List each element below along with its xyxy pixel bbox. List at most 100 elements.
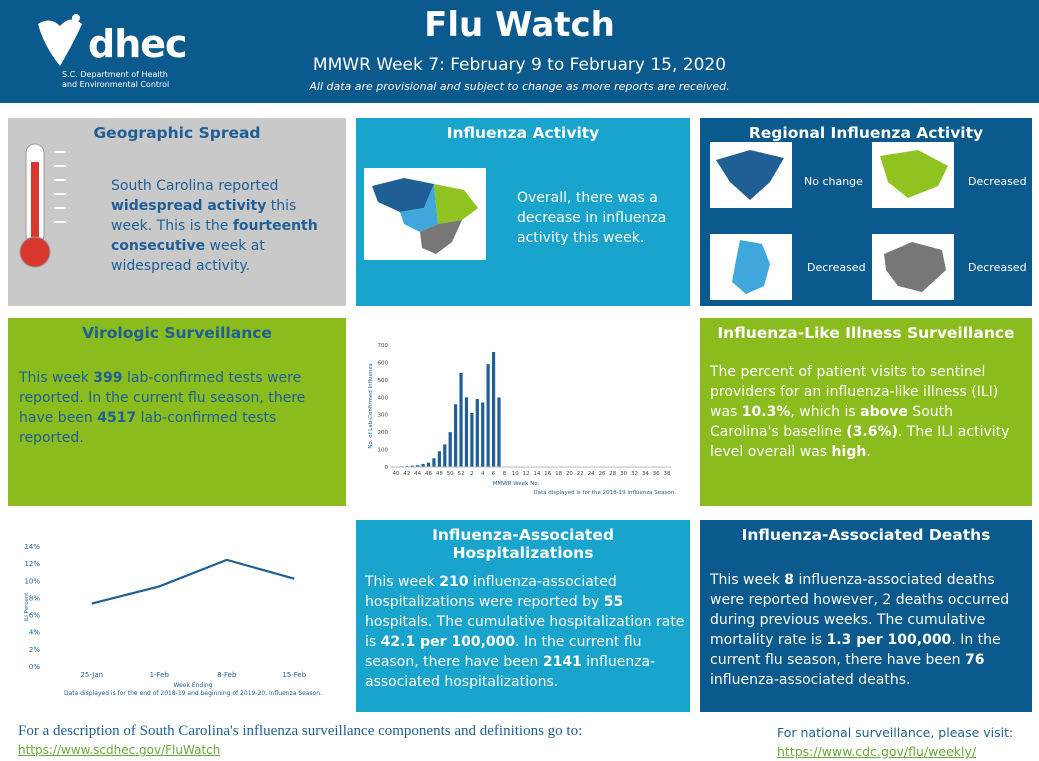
x-tick-label: 4 bbox=[481, 471, 485, 477]
bold-text: widespread activity bbox=[111, 198, 267, 214]
region-label: Decreased bbox=[968, 175, 1027, 188]
x-tick-label: 36 bbox=[653, 471, 660, 477]
subtitle: MMWR Week 7: February 9 to February 15, … bbox=[312, 55, 727, 75]
y-tick-label: 200 bbox=[378, 430, 389, 436]
link[interactable]: https://www.cdc.gov/flu/weekly/ bbox=[777, 744, 977, 759]
text: influenza-associated hospitalizations we… bbox=[365, 574, 617, 610]
activity-panel: Influenza Activity Overall, there was a … bbox=[356, 118, 690, 306]
x-tick-label: 30 bbox=[620, 471, 627, 477]
text: this week. This is the bbox=[111, 198, 297, 234]
text: , which is bbox=[790, 404, 861, 420]
y-tick-label: 8% bbox=[29, 594, 40, 602]
logo-icon bbox=[38, 14, 82, 66]
text: Overall, there was a decrease in influen… bbox=[517, 190, 667, 246]
bold-text: 399 bbox=[93, 370, 123, 386]
bar bbox=[432, 458, 436, 467]
x-tick-label: 10 bbox=[512, 471, 519, 477]
x-tick-label: 24 bbox=[588, 471, 595, 477]
bold-text: 210 bbox=[439, 574, 469, 590]
y-tick-label: 12% bbox=[24, 560, 40, 568]
panel-text: This week 8 influenza-associated deaths … bbox=[710, 570, 1028, 690]
panel-title: Virologic Surveillance bbox=[82, 324, 272, 342]
text: . In the current flu season, there have … bbox=[365, 634, 642, 670]
bar bbox=[443, 444, 447, 467]
bold-text: high bbox=[831, 444, 867, 460]
deaths-panel: Influenza-Associated Deaths This week 8 … bbox=[700, 520, 1032, 712]
text: . bbox=[866, 444, 871, 460]
bold-text: 42.1 per 100,000 bbox=[380, 634, 516, 650]
panel-title: Influenza-Associated Hospitalizations bbox=[432, 526, 614, 562]
text: This week bbox=[365, 574, 440, 590]
chart-note: Data displayed is for the end of 2018-19… bbox=[64, 690, 322, 697]
link[interactable]: https://www.scdhec.gov/FluWatch bbox=[18, 743, 221, 757]
x-tick-label: 34 bbox=[642, 471, 649, 477]
region-label: Decreased bbox=[807, 261, 866, 274]
text: lab-confirmed tests reported. bbox=[19, 410, 277, 446]
footer-left: For a description of South Carolina's in… bbox=[18, 722, 608, 760]
x-tick-label: 50 bbox=[447, 471, 454, 477]
x-tick-label: 26 bbox=[598, 471, 605, 477]
region-map bbox=[872, 234, 954, 300]
bar bbox=[486, 364, 490, 467]
bold-text: 2141 bbox=[542, 654, 582, 670]
x-tick-label: 12 bbox=[523, 471, 530, 477]
x-tick-label: 8 bbox=[503, 471, 507, 477]
logo-text: dhec bbox=[88, 22, 188, 66]
y-axis-title: ILI Percent bbox=[24, 592, 30, 622]
x-tick-label: 2 bbox=[470, 471, 474, 477]
text: lab-confirmed tests were reported. In th… bbox=[19, 370, 306, 426]
footer-text: For a description of South Carolina's in… bbox=[18, 723, 583, 739]
region-map bbox=[710, 142, 792, 208]
x-axis-title: Week Ending bbox=[173, 682, 212, 689]
bar bbox=[459, 372, 463, 467]
y-tick-label: 700 bbox=[378, 343, 389, 349]
bold-text: 8 bbox=[784, 572, 795, 588]
y-tick-label: 0% bbox=[29, 663, 40, 671]
line-chart: 0% 2% 4% 6% 8% 10% 12% 14% ILI Percent 25-Jan 1-Fe… bbox=[24, 543, 322, 697]
y-axis-title: No. of Lab-Confirmed Influenza bbox=[368, 363, 374, 448]
virologic-panel: Virologic Surveillance This week 399 lab… bbox=[8, 318, 346, 506]
bar bbox=[497, 397, 501, 467]
x-tick-label: 32 bbox=[631, 471, 638, 477]
bar bbox=[426, 462, 431, 467]
x-tick-label: 42 bbox=[403, 471, 410, 477]
y-tick-label: 6% bbox=[29, 612, 40, 620]
x-tick-label: 25-Jan bbox=[80, 671, 103, 679]
panel-text: Overall, there was a decrease in influen… bbox=[517, 188, 677, 248]
text: South Carolina reported bbox=[111, 178, 279, 194]
bar bbox=[454, 404, 458, 467]
y-tick-label: 300 bbox=[378, 413, 389, 419]
bold-text: 1.3 per 100,000 bbox=[826, 632, 952, 648]
bar bbox=[475, 399, 479, 467]
note: All data are provisional and subject to … bbox=[309, 80, 730, 93]
bar bbox=[416, 465, 420, 467]
text: week at widespread activity. bbox=[111, 238, 265, 274]
text: . The ILI activity level overall was bbox=[710, 424, 1010, 460]
footer-right: For national surveillance, please visit:… bbox=[777, 723, 1027, 761]
bar bbox=[481, 402, 485, 467]
agency: S.C. Department of Health and Environmen… bbox=[62, 70, 170, 89]
x-tick-label: 46 bbox=[425, 471, 432, 477]
text: South Carolina's baseline bbox=[710, 404, 953, 440]
x-tick-label: 18 bbox=[555, 471, 562, 477]
x-tick-label: 8-Feb bbox=[217, 671, 237, 679]
header: dhec S.C. Department of Health and Envir… bbox=[0, 0, 1039, 103]
region-label: No change bbox=[804, 175, 863, 188]
bold-text: 76 bbox=[964, 652, 985, 668]
bold-text: (3.6%) bbox=[846, 424, 898, 440]
text: This week bbox=[19, 370, 94, 386]
y-tick-label: 100 bbox=[378, 448, 389, 454]
sc-map bbox=[364, 168, 486, 260]
x-tick-label: 6 bbox=[492, 471, 496, 477]
region-map bbox=[872, 142, 954, 208]
x-axis-title: MMWR Week No. bbox=[493, 481, 540, 487]
y-tick-label: 4% bbox=[29, 629, 40, 637]
x-tick-label: 28 bbox=[609, 471, 616, 477]
bold-text: fourteenth consecutive bbox=[111, 218, 318, 254]
panel-text: The percent of patient visits to sentine… bbox=[710, 362, 1025, 462]
bold-text: above bbox=[860, 404, 908, 420]
x-tick-label: 1-Feb bbox=[150, 671, 170, 679]
text: This week bbox=[710, 572, 785, 588]
bar bbox=[464, 397, 469, 467]
x-tick-label: 52 bbox=[458, 471, 465, 477]
